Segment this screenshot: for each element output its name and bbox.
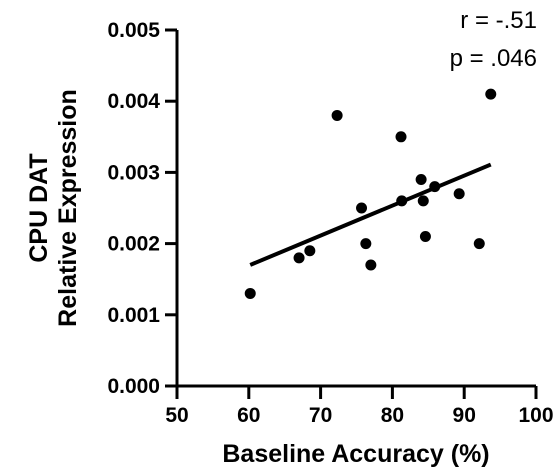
p-value: p = .046 — [450, 45, 537, 72]
x-tick-label: 90 — [453, 404, 476, 427]
x-tick-label: 100 — [518, 404, 553, 427]
data-point — [453, 188, 465, 200]
x-axis-title: Baseline Accuracy (%) — [222, 440, 489, 468]
data-point — [331, 109, 343, 121]
data-point — [485, 88, 497, 100]
data-point — [419, 230, 431, 242]
y-axis-title-line-2: Relative Expression — [54, 89, 82, 327]
axes — [175, 30, 536, 388]
regression-line — [249, 162, 492, 267]
data-point — [293, 252, 305, 264]
data-point — [417, 195, 429, 207]
x-tick-label: 60 — [237, 404, 260, 427]
data-point — [473, 238, 485, 250]
data-point — [429, 181, 441, 193]
data-point — [360, 238, 372, 250]
fit-line-group — [249, 162, 492, 267]
y-tick-label: 0.005 — [107, 19, 160, 42]
data-point — [356, 202, 368, 214]
r-statistic: r = -.51 — [460, 7, 537, 34]
data-point — [244, 287, 256, 299]
data-point — [395, 131, 407, 143]
x-tick-label: 80 — [381, 404, 404, 427]
data-points — [244, 88, 497, 299]
x-tick-label: 70 — [309, 404, 332, 427]
data-point — [304, 245, 316, 257]
y-tick-label: 0.002 — [107, 233, 160, 256]
data-point — [396, 195, 408, 207]
y-tick-label: 0.003 — [107, 161, 160, 184]
x-ticks: 50 60 70 80 90 100 — [165, 386, 554, 427]
x-tick-label: 50 — [165, 404, 188, 427]
data-point — [415, 174, 427, 186]
y-ticks: 0.000 0.001 0.002 0.003 0.004 0.005 — [107, 19, 177, 398]
y-tick-label: 0.000 — [107, 375, 160, 398]
y-axis-title-line-1: CPU DAT — [25, 153, 53, 262]
y-tick-label: 0.001 — [107, 304, 160, 327]
data-point — [365, 259, 377, 271]
y-tick-label: 0.004 — [107, 90, 160, 113]
